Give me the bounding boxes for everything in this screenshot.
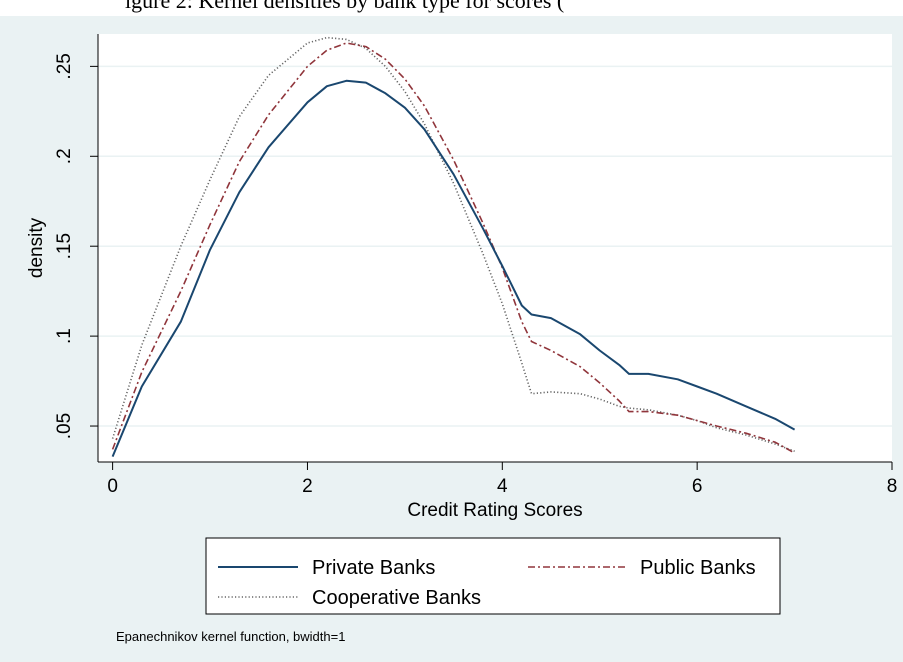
plot-area (98, 34, 892, 462)
series-lines (111, 36, 796, 457)
y-tick-label: .25 (54, 53, 75, 79)
x-tick-label: 4 (497, 476, 508, 497)
legend-box (205, 537, 781, 615)
x-tick-label: 8 (887, 476, 898, 497)
y-tick-label: .05 (54, 413, 75, 439)
figure-caption-fragment: igure 2: Kernel densities by bank type f… (0, 0, 903, 20)
gridlines (98, 65, 892, 427)
chart-frame: 0 2 4 6 8 .05 .1 .15 .2 .25 Credit Rating Scores… (0, 16, 903, 662)
density-chart: 0 2 4 6 8 .05 .1 .15 .2 .25 Credit Rating Scores… (26, 34, 897, 644)
y-tick-label: .1 (54, 328, 75, 344)
y-tick-label: .15 (54, 233, 75, 259)
legend-label: Private Banks (312, 557, 435, 579)
x-ticks: 0 2 4 6 8 (107, 462, 897, 497)
y-axis-title: density (26, 217, 47, 278)
legend-label: Public Banks (640, 557, 756, 579)
x-tick-label: 2 (302, 476, 313, 497)
series-line-cooperative-banks (111, 36, 795, 452)
x-tick-label: 6 (692, 476, 703, 497)
legend: Private Banks Public Banks Cooperative Ban… (218, 557, 756, 609)
x-tick-label: 0 (107, 476, 118, 497)
series-line-private-banks (111, 79, 796, 457)
x-axis-title: Credit Rating Scores (407, 500, 582, 521)
y-tick-label: .2 (54, 148, 75, 164)
caption-text: igure 2: Kernel densities by bank type f… (125, 0, 565, 13)
legend-label: Cooperative Banks (312, 587, 481, 609)
chart-note: Epanechnikov kernel function, bwidth=1 (116, 629, 345, 644)
y-ticks: .05 .1 .15 .2 .25 (54, 53, 98, 439)
